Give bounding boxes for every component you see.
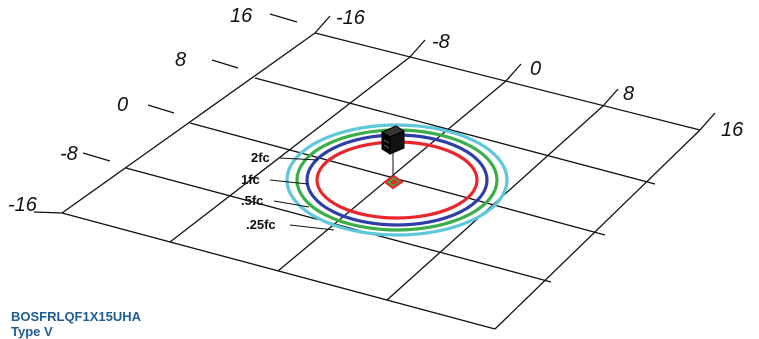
grid-line-row-3 [125,167,552,283]
left-axis-label: 16 [230,5,253,27]
left-tick-0 [147,104,175,114]
left-axis-labels: 16 8 0 -8 -16 [8,5,253,216]
top-axis-label: -16 [336,7,366,29]
left-tick-16 [269,13,298,23]
fixture-head-icon [380,125,406,155]
leader-1fc [269,179,309,185]
contour-labels: 2fc 1fc .5fc .25fc [241,150,276,232]
leader-05fc [273,200,310,208]
fixture [380,125,406,190]
left-tick-8 [211,59,239,69]
left-axis-label: 0 [117,94,128,116]
left-axis-label: -16 [8,194,38,216]
axis-ticks [33,13,716,214]
top-axis-labels: -16 -8 0 8 16 [336,7,744,141]
left-axis-label: -8 [60,143,78,165]
top-axis-label: 16 [721,119,744,141]
left-axis-label: 8 [175,49,186,71]
grid-line-col-2 [277,80,507,272]
fixture-model-label: BOSFRLQF1X15UHA [11,309,142,324]
top-tick-16 [699,112,716,131]
grid-line-col-4 [494,129,701,330]
top-tick-n8 [409,39,426,58]
fixture-type-label: Type V [11,324,53,339]
grid-line-row-0 [314,32,701,131]
contour-label-025fc: .25fc [246,217,276,232]
fixture-center-marker [383,174,404,190]
top-tick-0 [505,63,522,82]
top-tick-n16 [314,15,331,34]
grid-line-col-1 [169,56,411,243]
left-tick-n8 [82,152,111,162]
contour-label-1fc: 1fc [241,172,260,187]
ground-grid [61,32,701,330]
top-axis-label: 0 [530,58,541,80]
grid-line-row-1 [254,77,656,185]
leader-025fc [289,224,335,231]
grid-line-col-0 [61,32,316,214]
contour-leaders [269,157,335,231]
top-tick-8 [602,88,619,107]
contour-label-2fc: 2fc [251,150,270,165]
leader-2fc [279,157,319,161]
top-axis-label: 8 [623,83,634,105]
contour-label-05fc: .5fc [241,193,263,208]
top-axis-label: -8 [432,31,450,53]
left-tick-n16 [33,211,63,214]
contour-025fc [285,123,509,237]
